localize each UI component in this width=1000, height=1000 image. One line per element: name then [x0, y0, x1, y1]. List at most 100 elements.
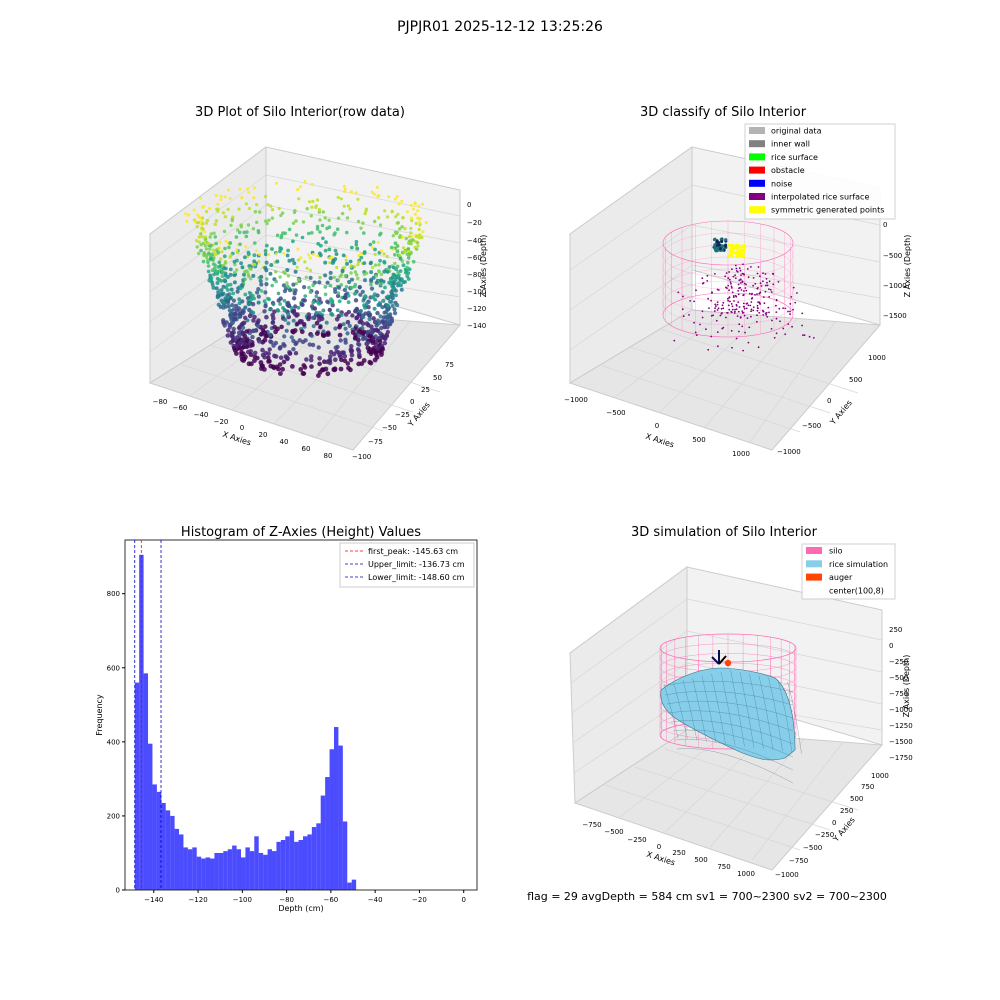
- interpolated-point: [746, 302, 749, 305]
- scatter-point: [223, 195, 227, 199]
- scatter-point: [272, 324, 278, 330]
- histogram-bar: [325, 777, 330, 890]
- scatter-point: [270, 283, 275, 288]
- scatter-point: [390, 284, 395, 288]
- scatter-point: [215, 293, 220, 298]
- scatter-point: [369, 260, 373, 265]
- scatter-point: [369, 270, 374, 275]
- svg-text:1000: 1000: [871, 772, 889, 780]
- scatter-point: [218, 304, 223, 309]
- histogram-bar: [302, 836, 308, 890]
- interpolated-point: [705, 328, 707, 331]
- histogram-bar: [174, 828, 180, 890]
- scatter-point: [336, 291, 341, 295]
- scatter-point: [334, 317, 340, 322]
- histogram-bar: [187, 849, 193, 890]
- svg-text:500: 500: [694, 856, 707, 864]
- scatter-point: [360, 252, 364, 256]
- scatter-point: [303, 179, 307, 183]
- scatter-point: [357, 333, 362, 338]
- histogram-bar: [280, 840, 286, 890]
- scatter-point: [230, 338, 236, 344]
- scatter-point: [375, 293, 380, 298]
- interpolated-point: [736, 315, 739, 317]
- legend-swatch: [749, 179, 765, 187]
- scatter-point: [270, 208, 275, 212]
- scatter-point: [363, 211, 367, 216]
- scatter-point: [251, 318, 256, 323]
- interpolated-point: [762, 280, 764, 283]
- scatter-point: [358, 292, 363, 297]
- scatter-point: [374, 323, 379, 328]
- interpolated-point: [784, 307, 787, 310]
- svg-text:20: 20: [259, 431, 268, 439]
- scatter-point: [226, 304, 231, 309]
- interpolated-point: [701, 316, 704, 319]
- scatter-point: [302, 285, 307, 290]
- interpolated-point: [695, 289, 697, 292]
- rice-simulation-surface: [660, 667, 802, 784]
- scatter-point: [291, 338, 296, 343]
- scatter-point: [279, 235, 284, 240]
- scatter-point: [304, 357, 309, 362]
- scatter-point: [211, 248, 216, 252]
- interpolated-point: [767, 306, 770, 309]
- scatter-point: [328, 276, 333, 281]
- interpolated-point: [725, 286, 727, 289]
- scatter-point: [252, 259, 257, 264]
- scatter-point: [299, 185, 302, 189]
- scatter-point: [239, 261, 244, 266]
- scatter-point: [335, 227, 340, 231]
- legend-swatch: [749, 166, 765, 174]
- scatter-point: [238, 242, 242, 247]
- svg-text:−1750: −1750: [889, 754, 913, 762]
- scatter-point: [357, 319, 363, 325]
- scatter-point: [311, 300, 316, 305]
- interpolated-point: [790, 296, 793, 298]
- scatter-point: [209, 232, 213, 236]
- classify-y-label: Y Axies: [828, 398, 854, 427]
- scatter-point: [416, 244, 420, 248]
- scatter-point: [221, 318, 226, 323]
- scatter-point: [361, 329, 367, 335]
- scatter-point: [209, 276, 214, 281]
- noise-point: [715, 249, 719, 253]
- scatter-point: [348, 207, 352, 211]
- interpolated-point: [733, 312, 736, 314]
- scatter-point: [283, 231, 288, 236]
- scatter-point: [339, 357, 344, 363]
- scatter-point: [337, 299, 342, 304]
- scatter-point: [240, 196, 244, 200]
- interpolated-point: [784, 333, 787, 336]
- interpolated-point: [791, 325, 793, 328]
- interpolated-point: [742, 290, 745, 292]
- scatter-point: [242, 230, 246, 235]
- scatter-point: [397, 202, 401, 206]
- scatter-point: [244, 329, 249, 334]
- scatter-point: [316, 345, 321, 350]
- scatter-point: [393, 197, 397, 201]
- scatter-point: [197, 235, 202, 239]
- noise-point: [720, 240, 724, 244]
- histogram-subplot: Histogram of Z-Axies (Height) Values −14…: [95, 525, 478, 913]
- x-tick-label: −100: [233, 896, 252, 904]
- interpolated-point: [775, 304, 777, 307]
- mesh-line: [682, 679, 698, 741]
- interpolated-point: [743, 282, 746, 285]
- scatter-point: [250, 342, 255, 348]
- interpolated-point: [740, 289, 743, 291]
- scatter-point: [337, 332, 343, 338]
- scatter-point: [344, 258, 348, 262]
- interpolated-point: [730, 285, 733, 288]
- scatter-point: [398, 256, 403, 261]
- scatter-point: [233, 270, 237, 275]
- scatter-point: [264, 219, 268, 223]
- scatter-point: [308, 275, 313, 280]
- mesh-line: [701, 675, 717, 743]
- scatter-point: [327, 354, 333, 359]
- interpolated-point: [743, 314, 746, 317]
- y-tick-label: 600: [107, 664, 120, 672]
- svg-text:−60: −60: [173, 404, 188, 412]
- scatter-point: [337, 324, 342, 330]
- interpolated-point: [796, 292, 798, 294]
